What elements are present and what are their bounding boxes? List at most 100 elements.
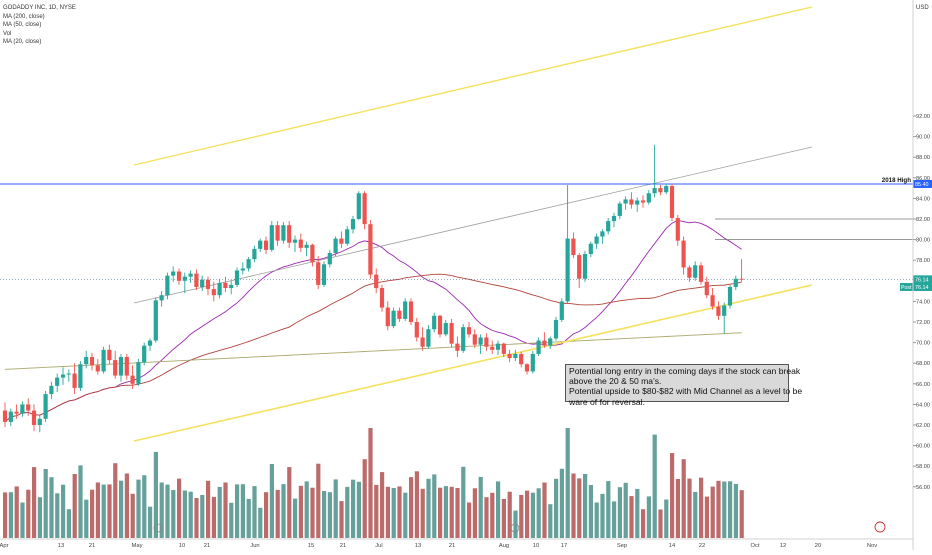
volume-bar [525,490,530,538]
volume-bar [675,479,680,538]
candle-body [414,322,419,338]
volume-bar [177,478,182,538]
candle-body [298,239,303,248]
candle-body [693,265,698,278]
candle-body [495,343,501,350]
volume-bar [443,486,448,538]
volume-bar [269,464,274,538]
volume-bar [559,468,564,538]
time-tick-label: 13 [58,543,64,549]
price-tick-label: 56.00 [916,485,930,491]
time-tick-label: Sep [617,543,627,549]
mid-channel-line [133,146,813,304]
candle-body [60,374,66,378]
volume-bar [142,475,147,538]
time-tick-label: Jul [375,543,382,549]
price-tick-label: 92.00 [916,114,930,120]
event-marker-icon [153,523,163,533]
candle-body [14,411,19,414]
time-tick-label: 10 [179,543,185,549]
price-tick-label: 60.00 [916,444,930,450]
volume-bar [8,492,13,538]
candle-body [304,244,309,248]
price-tick-label: 86.00 [916,176,930,182]
candle-body [240,268,245,271]
volume-bar [165,484,170,538]
time-tick-label: 22 [699,543,705,549]
candle-body [118,357,124,376]
volume-bar [710,486,715,538]
candle-body [252,248,257,260]
volume-bar [37,497,42,538]
volume-bar [397,486,402,538]
legend-ma50[interactable]: MA (50, close) [3,22,42,29]
candle-body [310,244,315,263]
candle-body [449,323,454,344]
candle-body [200,279,205,287]
candle-body [524,364,530,372]
legend-ma200[interactable]: MA (200, close) [3,13,45,20]
price-tick-label: 58.00 [916,464,930,470]
candle-body [733,278,738,287]
volume-bar [235,484,240,538]
candle-body [234,270,240,285]
candle-body [124,357,129,376]
volume-bar [571,473,576,538]
volume-bar [467,502,472,538]
note-line: Potential upside to $80-$82 with Mid Cha… [569,386,803,397]
volume-bar [403,492,408,538]
price-tick-label: 82.00 [916,217,930,223]
volume-bar [339,501,344,538]
candle-body [710,295,715,307]
volume-bar [3,492,8,538]
candle-body [142,345,147,363]
volume-bar [159,482,164,538]
candle-body [37,418,42,425]
symbol-title[interactable]: GODADDY INC, 1D, NYSE [3,5,76,11]
price-tick-label: 74.00 [916,299,930,305]
volume-bar [119,480,124,538]
volume-bar [501,498,506,538]
volume-bar [182,490,187,538]
candle-body [217,282,222,296]
candle-body [345,229,350,244]
candle-body [136,362,141,384]
volume-bar [351,479,356,538]
legend-ma20[interactable]: MA (20, close) [3,39,42,46]
annotation-note[interactable]: Potential long entry in the coming days … [565,364,803,407]
volume-bar [472,488,477,538]
volume-bar [113,463,118,538]
volume-bar [148,506,153,538]
volume-bar [217,486,222,538]
time-tick-label: Aug [499,543,509,549]
volume-bar [374,484,379,538]
volume-bar [206,480,211,538]
volume-bar [733,483,738,538]
candle-body [461,327,466,351]
price-tick-label: 68.00 [916,361,930,367]
volume-bar [49,477,54,538]
volume-bar [519,495,524,538]
time-tick-label: Nov [867,543,877,549]
volume-bar [380,472,385,538]
volume-bar [362,459,367,538]
volume-bar [240,484,245,538]
volume-bar [629,496,634,538]
candle-body [669,186,675,218]
time-tick-label: 14 [669,543,676,549]
price-badge [913,282,932,291]
candle-body [698,265,704,282]
price-badge-label: 76.14 [915,277,929,283]
time-tick-label: 15 [308,543,314,549]
candle-body [281,225,286,241]
candle-body [246,259,251,269]
candle-body [722,305,727,316]
volume-bar [298,485,303,538]
candle-body [171,271,176,276]
volume-bar [327,492,332,538]
volume-bar [55,493,60,538]
volume-bar [728,481,733,538]
legend-vol[interactable]: Vol [3,30,12,37]
